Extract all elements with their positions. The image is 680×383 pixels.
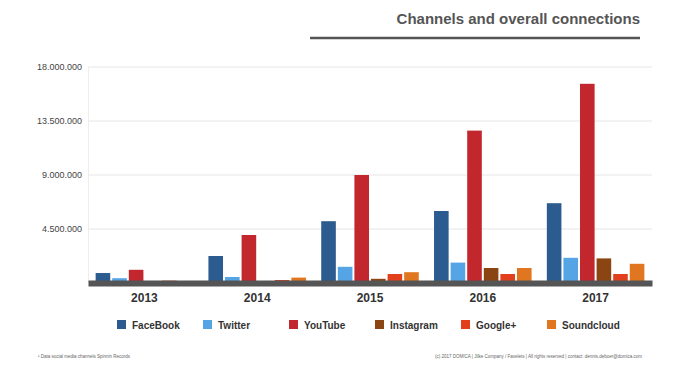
grid-line <box>88 229 652 230</box>
series <box>145 258 611 283</box>
legend-item: FaceBook <box>117 320 180 331</box>
y-tick: 9.000.000 <box>42 170 88 180</box>
title: Channels and overall connections <box>397 10 640 27</box>
legend-item: Soundcloud <box>547 320 620 331</box>
bar <box>321 221 336 283</box>
x-tick-label: 2017 <box>582 291 609 305</box>
y-tick-label: 9.000.000 <box>42 170 82 180</box>
legend-swatch <box>375 320 384 329</box>
bar <box>467 131 482 283</box>
x-axis: 2013 2014 2015 2016 2017 <box>89 283 653 305</box>
bar <box>434 211 449 283</box>
x-tick: 2013 <box>131 283 158 305</box>
legend-swatch <box>289 320 298 329</box>
grid-line <box>88 121 652 122</box>
bar <box>208 256 223 283</box>
legend-swatch <box>117 320 126 329</box>
x-axis-line <box>89 281 653 287</box>
series <box>179 264 645 283</box>
y-tick: 18.000.000 <box>37 62 88 72</box>
y-tick-label: 4.500.000 <box>42 224 82 234</box>
legend-label: Google+ <box>476 320 516 331</box>
y-tick-label: 13.500.000 <box>37 116 82 126</box>
grid-line <box>88 67 652 68</box>
grid-line <box>88 175 652 176</box>
x-tick: 2017 <box>582 283 609 305</box>
bar <box>563 258 578 283</box>
y-tick-label: 18.000.000 <box>37 62 82 72</box>
annotation: ¹ Data social media channels Spinnin Rec… <box>38 354 131 359</box>
legend-label: Instagram <box>390 320 438 331</box>
x-tick-label: 2014 <box>244 291 271 305</box>
bar <box>580 84 595 283</box>
title-rule <box>310 37 640 40</box>
chart: Channels and overall connections 4.500.00… <box>0 0 680 383</box>
x-tick-label: 2015 <box>357 291 384 305</box>
x-tick: 2014 <box>244 283 271 305</box>
y-tick: 13.500.000 <box>37 116 88 126</box>
series <box>96 203 562 283</box>
series <box>129 84 595 283</box>
legend-label: YouTube <box>304 320 346 331</box>
legend-item: Twitter <box>203 320 250 331</box>
bar <box>547 203 562 283</box>
x-tick: 2015 <box>357 283 384 305</box>
x-tick-label: 2013 <box>131 291 158 305</box>
legend-swatch <box>461 320 470 329</box>
grid <box>88 67 652 229</box>
bar <box>354 175 369 283</box>
y-tick: 4.500.000 <box>42 224 88 234</box>
legend-item: Instagram <box>375 320 438 331</box>
bar <box>242 235 257 283</box>
series <box>112 258 578 283</box>
bar <box>597 258 612 283</box>
x-tick: 2016 <box>469 283 496 305</box>
legend-item: YouTube <box>289 320 346 331</box>
y-axis-line <box>88 68 89 284</box>
y-axis: 4.500.000 9.000.000 13.500.000 18.000.000 <box>37 62 89 283</box>
bar <box>451 263 466 283</box>
legend-label: Twitter <box>218 320 250 331</box>
bars <box>96 84 645 283</box>
bar <box>630 264 645 283</box>
legend-swatch <box>203 320 212 329</box>
legend-item: Google+ <box>461 320 516 331</box>
annotation: (c) 2017 DOMICA | Jilke Company / Favele… <box>435 354 642 359</box>
legend: FaceBook Twitter YouTube Instagram Google+ So… <box>117 320 620 331</box>
x-tick-label: 2016 <box>469 291 496 305</box>
legend-swatch <box>547 320 556 329</box>
legend-label: Soundcloud <box>562 320 620 331</box>
legend-label: FaceBook <box>132 320 180 331</box>
